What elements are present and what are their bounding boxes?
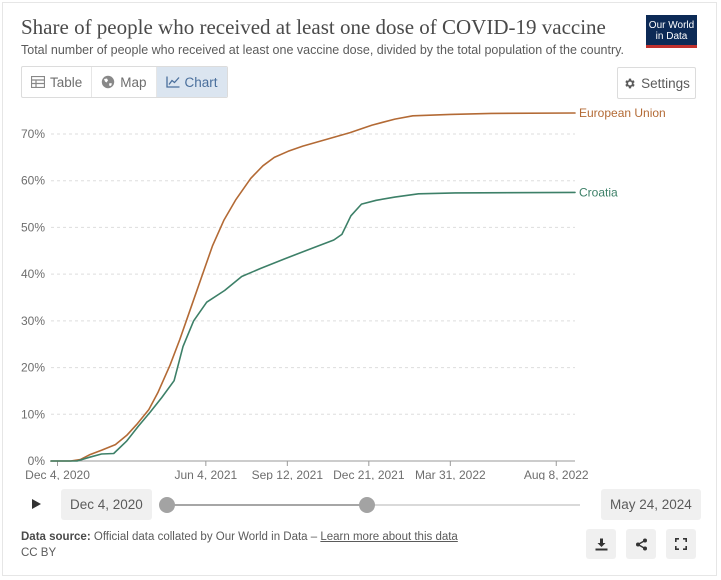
page-title: Share of people who received at least on… [21,15,606,39]
data-source-text: Official data collated by Our World in D… [93,531,318,543]
fullscreen-button[interactable] [666,529,696,559]
tab-map-label: Map [120,74,147,90]
table-icon [31,76,45,88]
data-source-label: Data source: [21,531,91,543]
logo-line-1: Our World [648,20,695,31]
y-tick-label: 10% [21,407,45,421]
play-button[interactable] [21,489,51,519]
x-tick-label: Jun 4, 2021 [174,468,237,480]
chart-subtitle: Total number of people who received at l… [21,43,624,57]
settings-button[interactable]: Settings [617,67,696,99]
play-icon [32,499,41,509]
tab-chart[interactable]: Chart [156,67,227,97]
timeline-selected-range [166,504,367,506]
tab-table-label: Table [50,74,83,90]
tab-chart-label: Chart [184,74,218,90]
owid-logo[interactable]: Our World in Data [646,15,697,48]
license-text: CC BY [21,547,57,559]
y-tick-label: 0% [28,454,46,468]
download-icon [595,538,607,550]
line-chart-icon [165,76,180,88]
y-tick-label: 50% [21,220,45,234]
x-tick-label: Dec 4, 2020 [25,468,90,480]
tab-map[interactable]: Map [92,67,157,97]
y-tick-label: 20% [21,361,45,375]
series-line-croatia [50,191,576,462]
timeline-end-handle[interactable] [359,497,375,513]
data-source: Data source: Official data collated by O… [21,531,458,543]
share-icon [635,538,647,550]
y-tick-label: 60% [21,174,45,188]
share-button[interactable] [626,529,656,559]
timeline-end-date[interactable]: May 24, 2024 [601,489,701,520]
tab-table[interactable]: Table [22,67,93,97]
settings-label: Settings [641,75,690,91]
x-tick-label: Dec 21, 2021 [333,468,405,480]
series-label: Croatia [579,185,618,199]
gear-icon [625,78,635,88]
x-tick-label: Mar 31, 2022 [415,468,486,480]
globe-icon [102,75,115,89]
x-tick-label: Sep 12, 2021 [252,468,324,480]
fullscreen-icon [675,538,687,550]
y-tick-label: 70% [21,127,45,141]
series-label: European Union [579,106,666,120]
y-tick-label: 30% [21,314,45,328]
timeline-start-date[interactable]: Dec 4, 2020 [61,489,152,520]
learn-more-link[interactable]: Learn more about this data [320,531,458,543]
series-line-european-union [50,112,576,462]
x-tick-label: Aug 8, 2022 [524,468,589,480]
logo-line-2: in Data [655,31,688,42]
line-chart: 0% 10% 20% 30% 40% 50% 60% 70% Dec 4, 2020 Jun 4,… [21,106,666,480]
y-tick-label: 40% [21,267,45,281]
download-button[interactable] [586,529,616,559]
view-tabs: Table Map Chart [21,66,228,98]
timeline-start-handle[interactable] [159,497,175,513]
